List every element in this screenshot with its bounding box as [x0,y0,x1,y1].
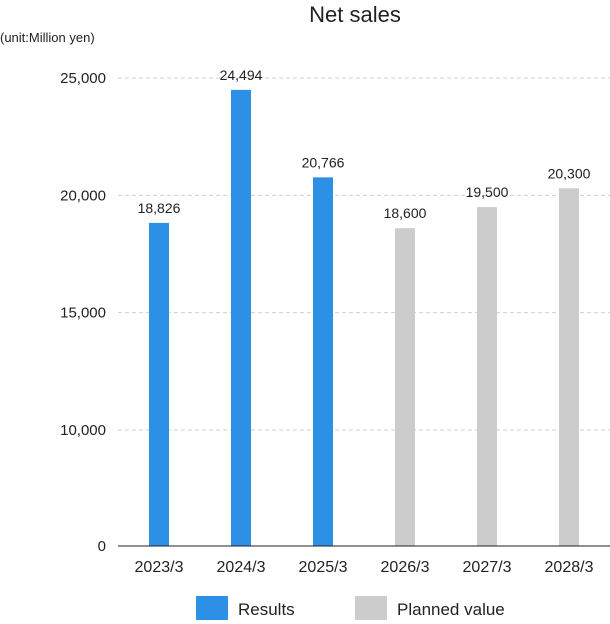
bar-2027-3 [477,207,497,547]
legend-swatch-planned [355,596,387,620]
bar-2028-3 [559,188,579,546]
unit-label: (unit:Million yen) [0,30,95,45]
bar-2025-3 [313,177,333,547]
bar-2026-3 [395,228,415,547]
bar-2023-3 [149,222,169,547]
legend: Results Planned value [196,596,505,620]
legend-swatch-results [196,596,228,620]
data-label: 24,494 [220,67,263,83]
data-label: 18,826 [138,200,181,216]
data-label: 20,300 [548,165,591,181]
x-tick-label: 2024/3 [217,559,266,576]
y-tick-label: 10,000 [60,422,106,439]
legend-label-results: Results [238,600,295,619]
y-tick-label: 0 [98,538,106,555]
data-label: 19,500 [466,184,509,200]
x-tick-label: 2027/3 [463,559,512,576]
x-tick-label: 2025/3 [299,559,348,576]
y-tick-label: 20,000 [60,187,106,204]
x-tick-label: 2028/3 [545,559,594,576]
y-tick-label: 25,000 [60,70,106,87]
gridlines [118,77,610,431]
x-tick-label: 2026/3 [381,559,430,576]
data-labels: 18,826 24,494 20,766 18,600 19,500 20,300 [138,67,591,221]
data-label: 20,766 [302,154,345,170]
x-axis-ticks: 2023/3 2024/3 2025/3 2026/3 2027/3 2028/3 [135,559,594,576]
y-axis-ticks: 0 10,000 15,000 20,000 25,000 [60,70,106,555]
bar-2024-3 [231,89,251,546]
x-tick-label: 2023/3 [135,559,184,576]
legend-label-planned: Planned value [397,600,505,619]
chart-title: Net sales [309,2,401,27]
y-tick-label: 15,000 [60,305,106,322]
bars [149,89,579,547]
data-label: 18,600 [384,205,427,221]
